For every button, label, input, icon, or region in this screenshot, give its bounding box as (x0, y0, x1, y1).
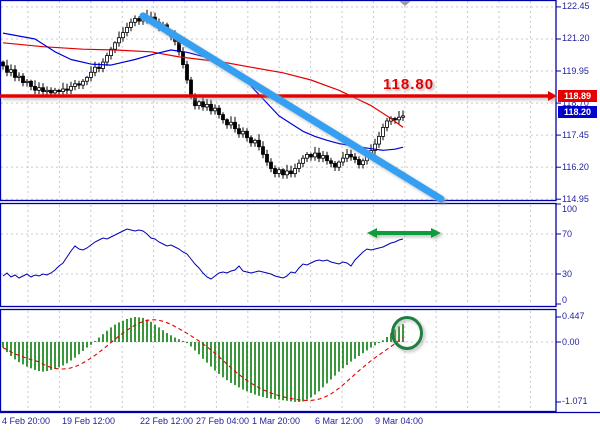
macd-highlight-circle[interactable] (391, 316, 423, 350)
time-label: 9 Mar 04:00 (375, 416, 424, 426)
time-label: 19 Feb 12:00 (62, 416, 116, 426)
hline-price-label[interactable]: 118.80 (383, 76, 435, 93)
time-label: 27 Feb 04:00 (196, 416, 250, 426)
ma-slow-line (2, 42, 404, 128)
macd-signal-line (2, 319, 404, 402)
panel-borders (0, 0, 600, 414)
price-tick-label: 114.95 (562, 193, 589, 204)
price-tick-label: 122.45 (562, 1, 590, 12)
rsi-tick-label: 100 (562, 203, 578, 214)
gridlines (1, 1, 555, 410)
rsi-range-arrow[interactable] (367, 228, 441, 238)
time-label: 4 Feb 20:00 (2, 416, 51, 426)
price-tick-label: 119.95 (562, 65, 589, 76)
rsi-tick-label: 0 (562, 294, 568, 305)
scroll-position-marker (399, 1, 411, 6)
trendline[interactable] (139, 12, 445, 203)
resistance-hline-arrow-icon (548, 91, 557, 101)
hline-axis-price-tag: 118.89 (558, 90, 597, 102)
macd-tick-label: 0.447 (562, 311, 585, 322)
rsi-tick-label: 30 (562, 268, 573, 279)
rsi-tick-label: 70 (562, 228, 573, 239)
time-label: 1 Mar 20:00 (252, 416, 301, 426)
price-tick-label: 121.20 (562, 33, 590, 44)
price-tick-label: 116.20 (562, 161, 589, 172)
rsi-line (2, 228, 404, 280)
macd-tick-label: 0.00 (562, 336, 580, 347)
bid-price-tag: 118.20 (558, 106, 597, 118)
time-label: 22 Feb 12:00 (140, 416, 194, 426)
macd-histogram (2, 317, 404, 402)
price-tick-label: 117.45 (562, 129, 589, 140)
time-label: 6 Mar 12:00 (315, 416, 364, 426)
price-tick-label: 118.70 (562, 97, 589, 108)
macd-tick-label: -1.071 (562, 396, 588, 407)
